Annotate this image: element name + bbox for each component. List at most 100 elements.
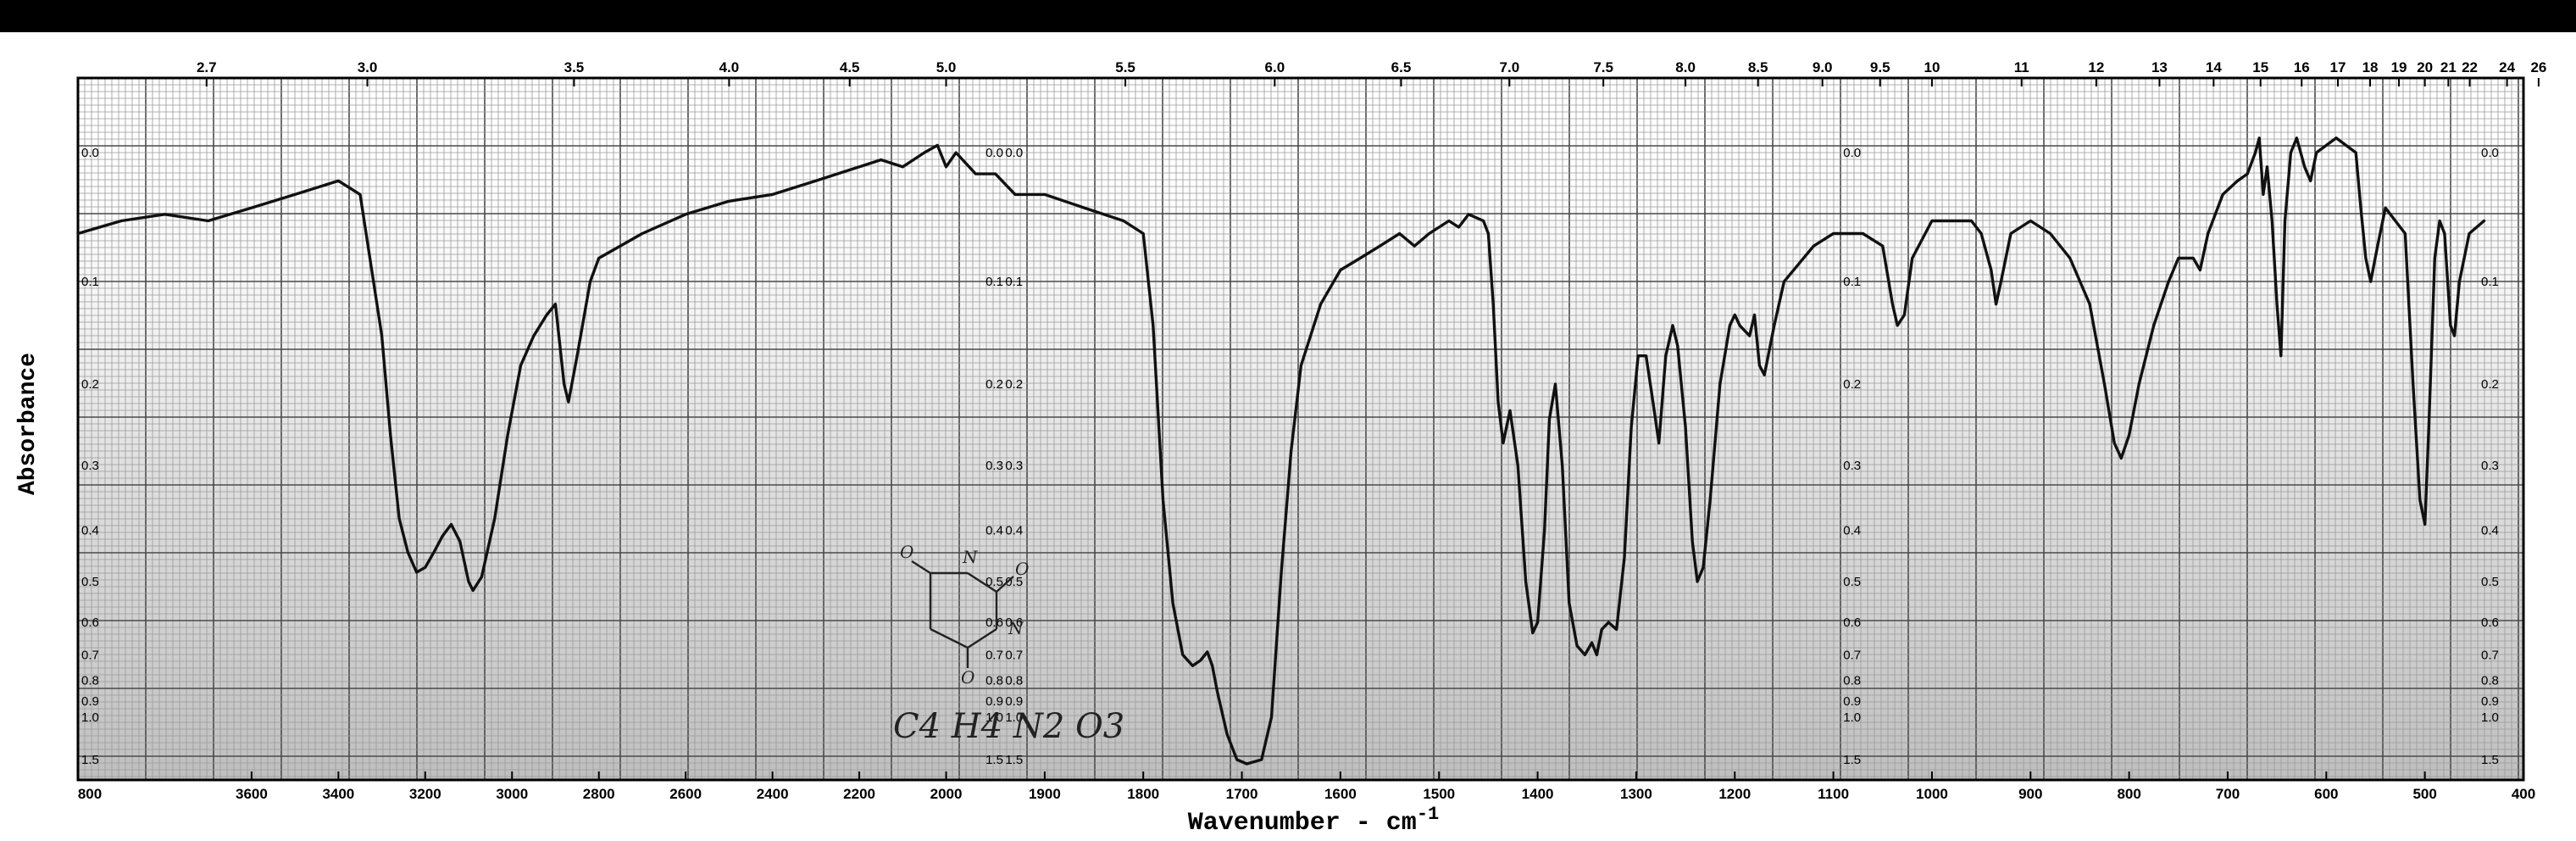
top-tick-label: 2.7 [197,59,217,75]
absorbance-label: 0.1 [81,275,99,289]
absorbance-label: 0.6 [1005,615,1023,630]
absorbance-scales: 0.00.10.20.30.40.50.60.70.80.91.01.50.00… [81,146,2499,767]
exo-bond [996,576,1014,593]
atom-label-o: O [961,667,974,688]
molecular-formula: C4 H4 N2 O3 [893,707,1124,746]
absorbance-label: 0.3 [2481,459,2499,473]
bottom-tick-label: 1800 [1127,786,1159,802]
bottom-tick-label: 2600 [669,786,702,802]
absorbance-label: 0.3 [81,459,99,473]
top-tick-label: 24 [2499,59,2515,75]
absorbance-label: 0.3 [1005,459,1023,473]
bottom-tick-label: 3600 [236,786,268,802]
bottom-tick-label: 1500 [1423,786,1455,802]
top-tick-label: 26 [2530,59,2546,75]
top-tick-label: 7.0 [1500,59,1520,75]
top-tick-label: 9.0 [1813,59,1833,75]
absorbance-label: 0.6 [1843,615,1861,630]
bottom-tick-label: 700 [2216,786,2240,802]
bottom-tick-label: 3000 [496,786,528,802]
exo-bond [911,560,931,575]
top-tick-label: 15 [2252,59,2268,75]
top-tick-label: 3.5 [564,59,585,75]
bottom-tick-label: 1900 [1029,786,1061,802]
absorbance-label: 0.9 [1843,694,1861,709]
absorbance-label: 0.2 [2481,377,2499,392]
absorbance-label: 0.4 [2481,523,2499,537]
bottom-tick-label: 2200 [843,786,875,802]
top-tick-label: 18 [2362,59,2379,75]
absorbance-label: 0.0 [2481,146,2499,160]
bottom-tick-label: 1700 [1226,786,1258,802]
absorbance-label: 0.1 [985,275,1003,289]
ring-bond [930,627,969,649]
absorbance-label: 0.7 [1005,648,1023,662]
bottom-wavenumber-axis: 800 3600 3400 3200 3000 2800 2600 2400 2200 2000 1… [77,771,2535,802]
absorbance-label: 0.4 [985,523,1003,537]
absorbance-label: 0.2 [1005,377,1023,392]
bottom-tick-label: 3200 [409,786,441,802]
molecule-structure-sketch: N N O O O C4 H4 N2 O3 [893,542,1124,746]
bottom-tick-label: 2400 [757,786,789,802]
absorbance-label: 1.0 [985,710,1003,725]
absorbance-label: 1.0 [2481,710,2499,725]
top-tick-label: 16 [2294,59,2310,75]
top-tick-label: 5.5 [1115,59,1135,75]
y-axis-title: Absorbance [15,353,42,495]
plot-frame [76,76,2525,782]
top-tick-label: 17 [2330,59,2346,75]
absorbance-label: 0.6 [2481,615,2499,630]
absorbance-label: 1.0 [1843,710,1861,725]
absorbance-label: 0.9 [2481,694,2499,709]
bottom-tick-label: 2000 [930,786,963,802]
absorbance-label: 0.9 [1005,694,1023,709]
ring-bond [967,627,997,649]
x-axis-title-main: Wavenumber - cm [1188,809,1417,838]
absorbance-label: 0.1 [1005,275,1023,289]
top-tick-label: 4.0 [719,59,740,75]
absorbance-label: 0.5 [2481,575,2499,589]
absorbance-label: 0.4 [1843,523,1861,537]
top-tick-label: 8.5 [1748,59,1768,75]
top-tick-label: 22 [2462,59,2478,75]
top-tick-label: 21 [2440,59,2457,75]
top-tick-label: 8.0 [1675,59,1696,75]
top-tick-label: 11 [2014,59,2029,75]
top-tick-label: 19 [2391,59,2407,75]
top-tick-label: 4.5 [840,59,860,75]
bottom-tick-label: 1300 [1620,786,1652,802]
bottom-tick-label: 1400 [1522,786,1554,802]
absorbance-label: 0.9 [985,694,1003,709]
atom-label-n: N [1008,618,1024,638]
top-tick-label: 5.0 [936,59,957,75]
top-tick-label: 6.0 [1265,59,1285,75]
absorbance-label: 0.7 [2481,648,2499,662]
absorbance-label: 0.6 [985,615,1003,630]
bottom-tick-label: 3400 [322,786,354,802]
absorbance-label: 0.1 [2481,275,2499,289]
top-tick-label: 13 [2151,59,2168,75]
absorbance-label: 0.2 [1843,377,1861,392]
absorbance-label: 0.7 [81,648,99,662]
top-black-border [0,0,2576,32]
atom-label-n: N [962,547,979,567]
ring-bond [967,571,997,593]
absorbance-label: 0.3 [1843,459,1861,473]
absorbance-label: 0.9 [81,694,99,709]
x-axis-title: Wavenumber - cm-1 [1188,804,1439,838]
top-tick-label: 10 [1924,59,1940,75]
absorbance-label: 0.0 [1005,146,1023,160]
top-tick-label: 9.5 [1870,59,1890,75]
absorbance-label: 0.8 [985,674,1003,688]
absorbance-label: 0.0 [985,146,1003,160]
absorbance-label: 1.0 [81,710,99,725]
bottom-tick-label: 1100 [1818,786,1849,802]
absorbance-label: 0.1 [1843,275,1861,289]
absorbance-label: 0.2 [985,377,1003,392]
bottom-tick-label: 1600 [1324,786,1357,802]
absorbance-label: 0.5 [1005,575,1023,589]
x-axis-title-superscript: -1 [1417,804,1439,825]
bottom-tick-label: 800 [78,786,102,802]
absorbance-label: 0.5 [1843,575,1861,589]
bottom-tick-label: 600 [2314,786,2338,802]
